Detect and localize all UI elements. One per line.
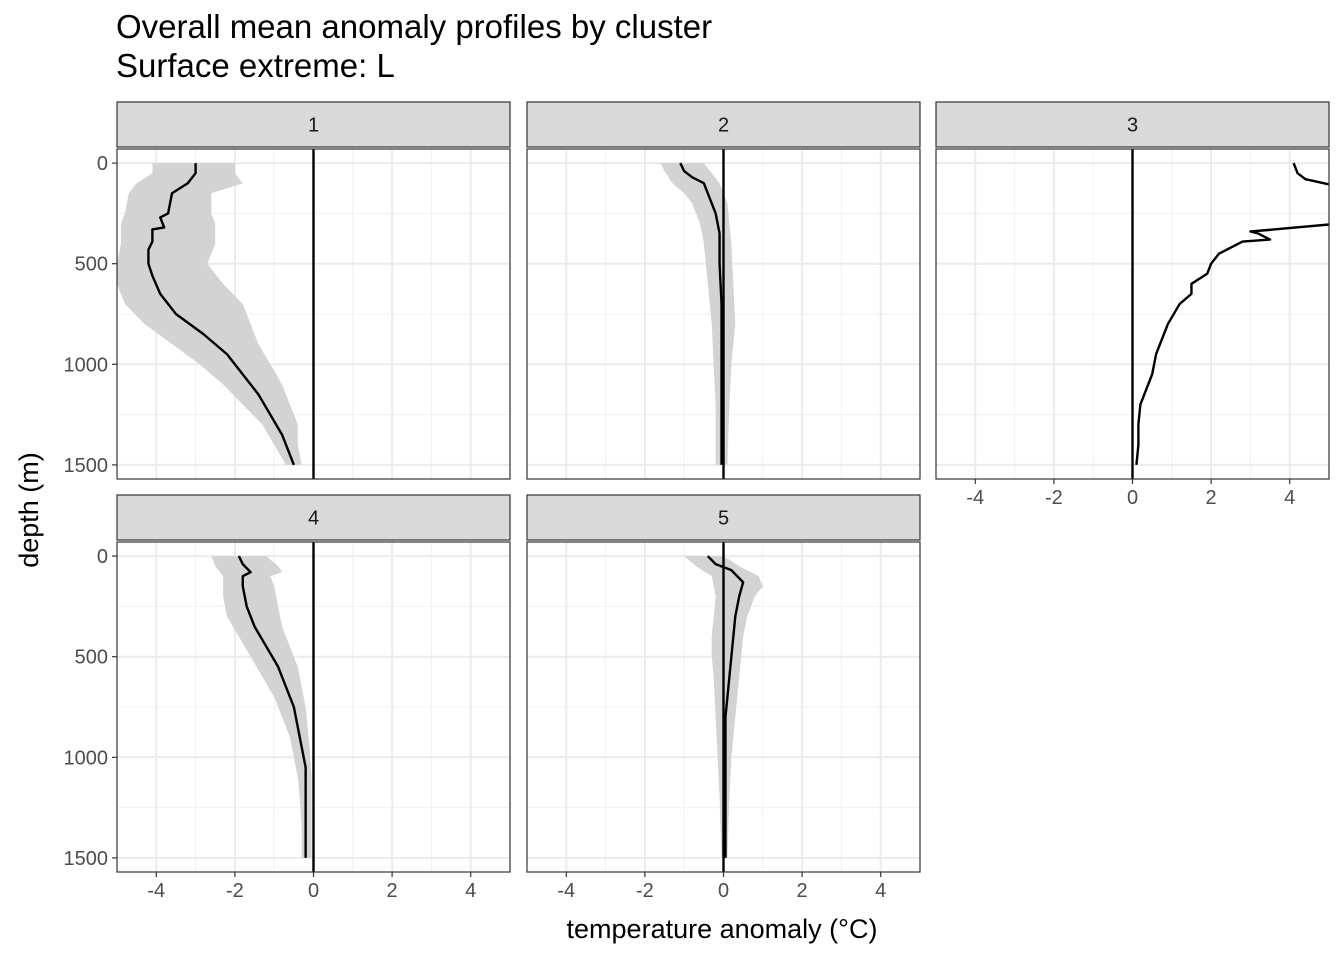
chart-title: Overall mean anomaly profiles by cluster [116,8,713,45]
facet-panel-5: 5 -4 -2 0 2 4 [526,494,921,902]
y-tick-label: 1500 [64,848,109,870]
x-tick-label: 2 [1206,487,1217,509]
y-tick-label: 1500 [64,455,109,477]
y-tick-label: 500 [75,254,108,276]
facet-strip [526,101,921,148]
facet-panel-4: 4 0 500 1000 1500 -4 -2 0 2 4 [64,494,511,902]
x-tick-label: -4 [966,487,984,509]
x-tick-label: 2 [387,880,398,902]
mean-profile-line [1135,162,1329,466]
mean-profile-line [237,555,307,858]
x-tick-label: -2 [1045,487,1063,509]
facet-strip-label: 3 [1127,115,1138,137]
y-tick-label: 0 [97,153,108,175]
facet-panel-3: 3 -4 -2 0 2 4 [935,101,1330,509]
panel-data [1131,149,1329,479]
facet-strip-label: 2 [718,115,729,137]
facet-strip [935,101,1330,148]
mean-profile-line [147,163,295,466]
facet-strip-label: 4 [308,508,319,530]
x-tick-label: -2 [226,880,244,902]
x-tick-label: -4 [557,880,575,902]
mean-profile-line [679,162,723,465]
chart-subtitle: Surface extreme: L [116,47,395,84]
x-tick-label: -2 [636,880,654,902]
facet-strip [526,494,921,541]
panel-data [117,149,315,479]
confidence-ribbon [660,163,736,465]
facet-strip-label: 5 [718,508,729,530]
facet-strip-label: 1 [308,115,319,137]
panel-border [526,148,921,480]
x-tick-label: 0 [718,880,729,902]
x-tick-label: 4 [1284,487,1295,509]
confidence-ribbon [211,556,312,858]
panel-data [660,149,736,479]
facet-panel-1: 1 0 500 1000 1500 [64,101,511,480]
mean-profile-line [706,555,745,858]
y-tick-label: 500 [75,647,108,669]
y-tick-label: 1000 [64,747,109,769]
facet-panel-2: 2 [526,101,921,480]
x-tick-label: 4 [465,880,476,902]
panel-border [116,148,511,480]
panel-data [684,542,763,872]
x-tick-label: 0 [1127,487,1138,509]
facet-strip [116,101,511,148]
panel-data [211,542,315,872]
y-axis-title: depth (m) [14,452,44,568]
x-tick-label: 2 [797,880,808,902]
y-tick-label: 1000 [64,354,109,376]
x-tick-label: -4 [147,880,165,902]
x-axis-title: temperature anomaly (°C) [567,914,878,944]
x-tick-label: 0 [308,880,319,902]
facet-strip [116,494,511,541]
y-tick-label: 0 [97,546,108,568]
x-tick-label: 4 [875,880,886,902]
